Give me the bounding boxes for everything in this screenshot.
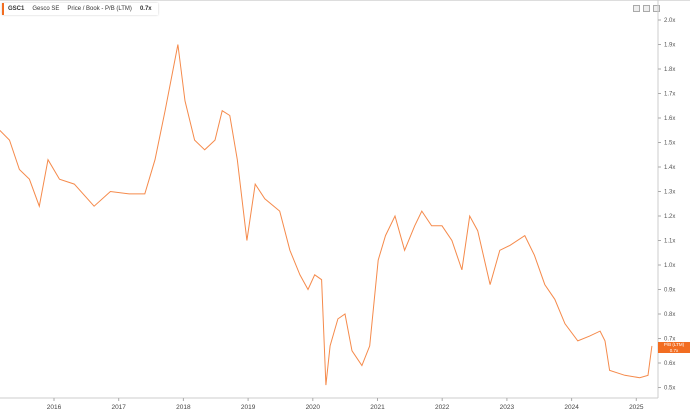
y-tick-label: 1.3x bbox=[664, 190, 675, 196]
fullscreen-icon[interactable] bbox=[653, 5, 660, 12]
x-tick-label: 2018 bbox=[176, 404, 191, 411]
maximize-icon[interactable] bbox=[643, 5, 650, 12]
y-tick-label: 0.9x bbox=[664, 288, 675, 294]
y-tick-label: 1.4x bbox=[664, 165, 675, 171]
y-tick-label: 0.6x bbox=[664, 361, 675, 367]
y-tick-label: 1.9x bbox=[664, 43, 675, 49]
metric-name: Price / Book - P/B (LTM) bbox=[67, 6, 132, 12]
chart-header: GSC1 Gesco SE Price / Book - P/B (LTM) 0… bbox=[2, 3, 158, 15]
x-tick-label: 2022 bbox=[435, 404, 450, 411]
ticker: GSC1 bbox=[8, 6, 25, 12]
y-tick-label: 0.7x bbox=[664, 337, 675, 343]
metric-value: 0.7x bbox=[139, 6, 152, 12]
y-tick-label: 1.0x bbox=[664, 263, 675, 269]
restore-icon[interactable] bbox=[633, 5, 640, 12]
company-name: Gesco SE bbox=[32, 6, 60, 12]
x-tick-label: 2019 bbox=[241, 404, 256, 411]
series-line bbox=[0, 44, 653, 386]
x-tick-label: 2025 bbox=[629, 404, 644, 411]
x-tick-label: 2017 bbox=[111, 404, 126, 411]
x-tick-label: 2016 bbox=[47, 404, 62, 411]
y-tick-label: 0.8x bbox=[664, 312, 675, 318]
y-tick-label: 0.5x bbox=[664, 386, 675, 392]
tag-value: 0.7x bbox=[669, 347, 679, 353]
y-tick-label: 1.1x bbox=[664, 239, 675, 245]
y-tick-label: 2.0x bbox=[664, 18, 675, 24]
tag-label: P/B (LTM) bbox=[663, 342, 685, 347]
y-tick-label: 1.2x bbox=[664, 214, 675, 220]
x-tick-label: 2023 bbox=[500, 404, 515, 411]
x-tick-label: 2020 bbox=[306, 404, 321, 411]
x-tick-label: 2024 bbox=[564, 404, 579, 411]
y-tick-label: 1.6x bbox=[664, 116, 675, 122]
window-controls bbox=[633, 5, 660, 12]
last-value-tag: P/B (LTM) 0.7x bbox=[658, 342, 690, 353]
x-tick-label: 2021 bbox=[370, 404, 385, 411]
y-tick-label: 1.8x bbox=[664, 67, 675, 73]
y-tick-label: 1.5x bbox=[664, 141, 675, 147]
y-tick-label: 1.7x bbox=[664, 92, 675, 98]
